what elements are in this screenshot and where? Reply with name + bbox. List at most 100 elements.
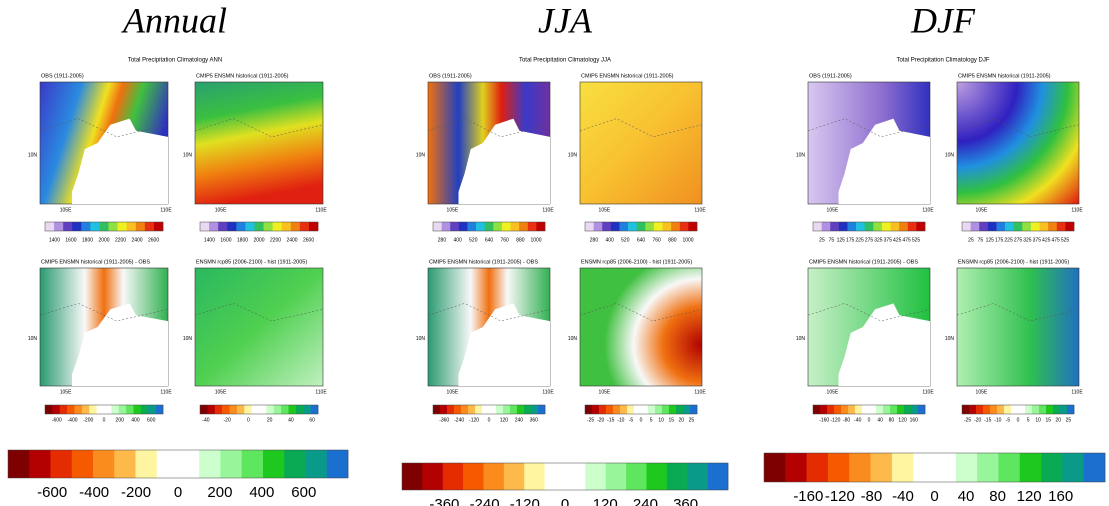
small-colorbar-box [855, 405, 863, 414]
small-colorbar-box [883, 405, 891, 414]
small-colorbar-box [648, 405, 656, 414]
small-colorbar-box [821, 222, 831, 231]
small-colorbar-box [830, 222, 840, 231]
big-colorbar-label: -40 [892, 488, 914, 505]
colorbar-label: 2000 [253, 237, 264, 243]
panel-subtitle: Total Precipitation Climatology ANN [128, 58, 222, 64]
lat-label: 10N [568, 153, 578, 159]
big-colorbar-box [442, 463, 464, 490]
big-colorbar-label: -600 [37, 484, 67, 501]
land-mask [72, 118, 168, 204]
small-colorbar-box [970, 222, 980, 231]
small-colorbar-box-frame [584, 221, 698, 232]
colorbar-label: -80 [843, 417, 850, 423]
colorbar-label: 0 [640, 417, 643, 423]
colorbar-label: 475 [1051, 237, 1060, 243]
small-colorbar-box [135, 222, 146, 231]
colorbar-label: 1600 [65, 237, 76, 243]
colorbar-label: -10 [617, 417, 624, 423]
lat-label: 10N [183, 153, 193, 159]
big-colorbar-box [849, 453, 871, 482]
land-mask [838, 118, 930, 204]
colorbar-label: -15 [607, 417, 614, 423]
contour [579, 118, 703, 138]
contour [427, 118, 551, 138]
big-colorbar-label: 0 [561, 496, 569, 506]
small-colorbar-box [273, 405, 282, 414]
map-label: CMIP5 ENSMN historical (1911-2005) - OBS [41, 259, 150, 265]
small-colorbar-box [153, 222, 164, 231]
small-colorbar-box [244, 405, 252, 414]
small-colorbar-box [827, 405, 835, 414]
contour [39, 303, 169, 322]
lon-label: 105E [976, 389, 988, 395]
lon-label: 110E [922, 389, 934, 395]
small-colorbar-box [976, 405, 984, 414]
lon-label: 110E [160, 207, 172, 213]
colorbar-label: 75 [829, 237, 835, 243]
colorbar-label: 375 [1033, 237, 1042, 243]
big-colorbar-label: 200 [207, 484, 232, 501]
small-colorbar-box [890, 222, 900, 231]
small-colorbar-box [45, 405, 53, 414]
big-colorbar-box [707, 463, 729, 490]
small-colorbar-box [536, 222, 546, 231]
big-colorbar-box [284, 450, 306, 478]
big-colorbar-box [8, 450, 30, 478]
small-colorbar-box [627, 405, 635, 414]
small-colorbar-box [662, 405, 670, 414]
colorbar-label: 400 [453, 237, 462, 243]
small-colorbar-box [820, 405, 828, 414]
small-colorbar-box [620, 405, 628, 414]
small-colorbar-box [538, 405, 546, 414]
colorbar-label: -40 [202, 417, 209, 423]
big-colorbar-label: 400 [249, 484, 274, 501]
small-colorbar-box [606, 405, 614, 414]
big-colorbar-box [955, 453, 978, 482]
small-colorbar-box [1067, 405, 1075, 414]
small-colorbar-box [245, 222, 255, 231]
big-colorbar-box [585, 463, 607, 490]
small-colorbar-box [911, 405, 919, 414]
colorbar-label: 25 [689, 417, 695, 423]
small-colorbar-box [599, 405, 607, 414]
small-colorbar-box [1022, 222, 1032, 231]
small-colorbar-box [281, 222, 292, 231]
big-colorbar-box [870, 453, 893, 482]
colorbar-label: 1600 [220, 237, 231, 243]
lon-label: 110E [315, 207, 327, 213]
lat-label: 10N [416, 336, 426, 342]
colorbar-label: 80 [889, 417, 895, 423]
big-colorbar-label: -200 [121, 484, 151, 501]
contour [194, 303, 324, 322]
contour [807, 303, 931, 322]
small-colorbar-box [1025, 405, 1033, 414]
small-colorbar-box [259, 405, 267, 414]
small-colorbar-box-frame [44, 221, 164, 232]
small-colorbar-box [72, 222, 82, 231]
colorbar-label: -360 [439, 417, 449, 423]
small-colorbar-box [969, 405, 977, 414]
small-colorbar-box [838, 222, 848, 231]
land-mask [458, 118, 550, 204]
small-colorbar-box-frame [812, 404, 926, 415]
small-colorbar-box [510, 222, 520, 231]
small-colorbar-box [433, 405, 441, 414]
panel-subtitle: Total Precipitation Climatology JJA [519, 58, 611, 64]
colorbar-label: 425 [893, 237, 902, 243]
map-label: CMIP5 ENSMN historical (1911-2005) - OBS [809, 259, 918, 265]
colorbar-label: 1000 [682, 237, 693, 243]
colorbar-label: 60 [309, 417, 315, 423]
big-colorbar-box [156, 450, 179, 478]
small-colorbar-box [890, 405, 898, 414]
lon-label: 110E [694, 389, 706, 395]
small-colorbar-box [441, 222, 451, 231]
small-colorbar-box [676, 405, 684, 414]
small-colorbar-box [501, 222, 511, 231]
big-colorbar-box [463, 463, 484, 490]
big-colorbar-box [114, 450, 136, 478]
big-colorbar-box [93, 450, 115, 478]
colorbar-label: -5 [1006, 417, 1011, 423]
lat-label: 10N [796, 336, 806, 342]
small-colorbar-box [848, 405, 856, 414]
